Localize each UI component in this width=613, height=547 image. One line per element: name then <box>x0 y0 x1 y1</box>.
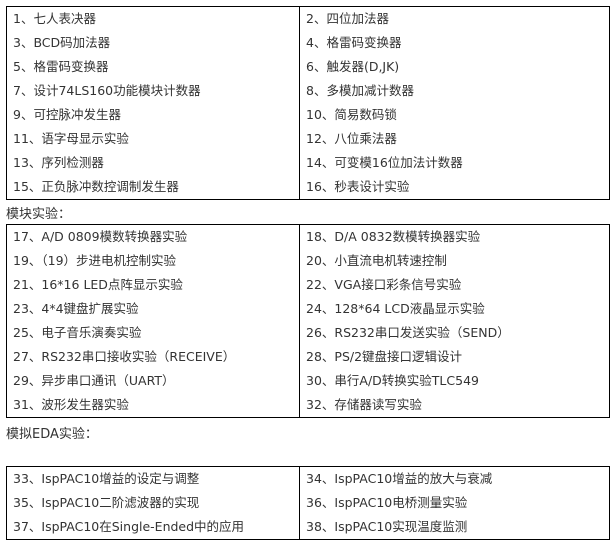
experiment-item: 37、IspPAC10在Single-Ended中的应用 <box>6 515 300 540</box>
module-experiments-heading: 模块实验： <box>6 207 72 222</box>
experiment-item: 31、波形发生器实验 <box>6 393 300 418</box>
table-row: 5、格雷码变换器 6、触发器(D,JK) <box>6 55 610 79</box>
table-row: 29、异步串口通讯（UART） 30、串行A/D转换实验TLC549 <box>6 369 610 393</box>
experiment-item: 18、D/A 0832数模转换器实验 <box>306 229 481 244</box>
analog-eda-heading: 模拟EDA实验： <box>6 427 98 442</box>
experiment-item: 25、电子音乐演奏实验 <box>6 321 300 345</box>
table-row: 33、IspPAC10增益的设定与调整 34、IspPAC10增益的放大与衰减 <box>6 466 610 491</box>
experiment-item: 26、RS232串口发送实验（SEND） <box>306 325 510 340</box>
table-row: 11、语字母显示实验 12、八位乘法器 <box>6 127 610 151</box>
table-row: 25、电子音乐演奏实验 26、RS232串口发送实验（SEND） <box>6 321 610 345</box>
table-row: 23、4*4键盘扩展实验 24、128*64 LCD液晶显示实验 <box>6 297 610 321</box>
experiment-item: 1、七人表决器 <box>6 6 300 31</box>
experiment-item: 17、A/D 0809模数转换器实验 <box>6 224 300 249</box>
experiment-item: 6、触发器(D,JK) <box>306 59 400 74</box>
experiment-item: 30、串行A/D转换实验TLC549 <box>306 373 479 388</box>
table-row: 31、波形发生器实验 32、存储器读写实验 <box>6 393 610 418</box>
experiment-item: 12、八位乘法器 <box>306 131 397 146</box>
table-row: 13、序列检测器 14、可变模16位加法计数器 <box>6 151 610 175</box>
experiment-item: 29、异步串口通讯（UART） <box>6 369 300 393</box>
table-row: 27、RS232串口接收实验（RECEIVE） 28、PS/2键盘接口逻辑设计 <box>6 345 610 369</box>
table-row: 1、七人表决器 2、四位加法器 <box>6 6 610 31</box>
experiment-item: 36、IspPAC10电桥测量实验 <box>306 495 468 510</box>
table-row: 7、设计74LS160功能模块计数器 8、多模加减计数器 <box>6 79 610 103</box>
experiment-item: 11、语字母显示实验 <box>6 127 300 151</box>
module-experiments-table: 17、A/D 0809模数转换器实验 18、D/A 0832数模转换器实验 19、（… <box>6 224 610 418</box>
experiment-item: 5、格雷码变换器 <box>6 55 300 79</box>
experiment-item: 8、多模加减计数器 <box>306 83 414 98</box>
experiment-item: 3、BCD码加法器 <box>6 31 300 55</box>
table-row: 3、BCD码加法器 4、格雷码变换器 <box>6 31 610 55</box>
experiment-item: 13、序列检测器 <box>6 151 300 175</box>
basic-experiments-table: 1、七人表决器 2、四位加法器 3、BCD码加法器 4、格雷码变换器 5、格雷码变换器 6… <box>6 6 610 200</box>
experiment-item: 20、小直流电机转速控制 <box>306 253 447 268</box>
table-row: 15、正负脉冲数控调制发生器 16、秒表设计实验 <box>6 175 610 200</box>
experiment-item: 27、RS232串口接收实验（RECEIVE） <box>6 345 300 369</box>
experiment-item: 2、四位加法器 <box>306 11 389 26</box>
experiment-item: 32、存储器读写实验 <box>306 397 422 412</box>
experiment-item: 10、简易数码锁 <box>306 107 397 122</box>
table-row: 35、IspPAC10二阶滤波器的实现 36、IspPAC10电桥测量实验 <box>6 491 610 515</box>
experiment-item: 7、设计74LS160功能模块计数器 <box>6 79 300 103</box>
experiment-item: 9、可控脉冲发生器 <box>6 103 300 127</box>
table-row: 17、A/D 0809模数转换器实验 18、D/A 0832数模转换器实验 <box>6 224 610 249</box>
experiment-item: 34、IspPAC10增益的放大与衰减 <box>306 471 493 486</box>
experiment-item: 38、IspPAC10实现温度监测 <box>306 519 468 534</box>
experiment-item: 35、IspPAC10二阶滤波器的实现 <box>6 491 300 515</box>
table-row: 9、可控脉冲发生器 10、简易数码锁 <box>6 103 610 127</box>
experiment-item: 4、格雷码变换器 <box>306 35 402 50</box>
experiment-item: 16、秒表设计实验 <box>306 179 410 194</box>
table-row: 19、（19）步进电机控制实验 20、小直流电机转速控制 <box>6 249 610 273</box>
experiment-item: 21、16*16 LED点阵显示实验 <box>6 273 300 297</box>
experiment-item: 23、4*4键盘扩展实验 <box>6 297 300 321</box>
experiment-item: 14、可变模16位加法计数器 <box>306 155 463 170</box>
table-row: 21、16*16 LED点阵显示实验 22、VGA接口彩条信号实验 <box>6 273 610 297</box>
analog-eda-table: 33、IspPAC10增益的设定与调整 34、IspPAC10增益的放大与衰减 35… <box>6 466 610 540</box>
table-row: 37、IspPAC10在Single-Ended中的应用 38、IspPAC10实… <box>6 515 610 540</box>
experiment-item: 15、正负脉冲数控调制发生器 <box>6 175 300 200</box>
experiment-item: 22、VGA接口彩条信号实验 <box>306 277 462 292</box>
experiment-item: 33、IspPAC10增益的设定与调整 <box>6 466 300 491</box>
experiment-item: 28、PS/2键盘接口逻辑设计 <box>306 349 463 364</box>
experiment-item: 24、128*64 LCD液晶显示实验 <box>306 301 485 316</box>
experiment-item: 19、（19）步进电机控制实验 <box>6 249 300 273</box>
